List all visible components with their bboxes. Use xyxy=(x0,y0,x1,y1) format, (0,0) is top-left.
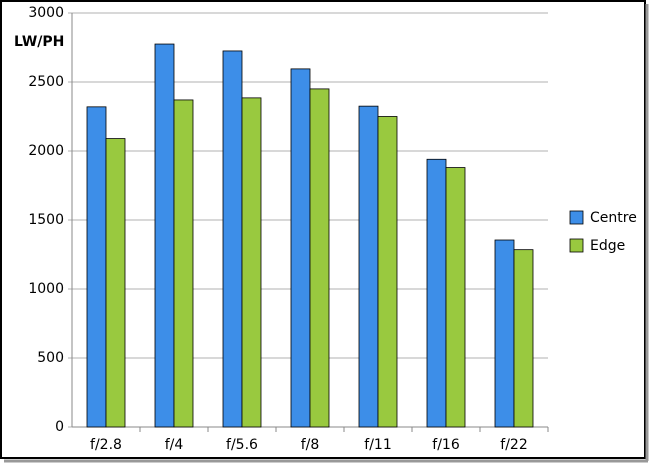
bar xyxy=(222,50,243,428)
y-tick-label: 500 xyxy=(37,350,64,366)
bar xyxy=(173,99,194,428)
y-tick-label: 2000 xyxy=(28,143,64,159)
y-tick-label: 1500 xyxy=(28,212,64,228)
legend-label: Edge xyxy=(590,238,625,254)
y-tick-label: 3000 xyxy=(28,5,64,21)
y-axis-label: LW/PH xyxy=(14,34,64,50)
bar xyxy=(513,249,534,428)
y-tick-label: 2500 xyxy=(28,74,64,90)
bar xyxy=(105,138,126,428)
x-tick-label: f/22 xyxy=(500,437,527,453)
x-tick-label: f/4 xyxy=(165,437,184,453)
bar xyxy=(426,158,447,428)
y-tick-label: 1000 xyxy=(28,281,64,297)
bar xyxy=(86,106,107,428)
bar xyxy=(241,97,262,428)
y-tick-label: 0 xyxy=(55,419,64,435)
x-tick-label: f/8 xyxy=(301,437,320,453)
bar xyxy=(445,167,466,428)
legend-swatch xyxy=(569,210,584,225)
x-tick-label: f/5.6 xyxy=(226,437,258,453)
legend-swatch xyxy=(569,238,584,253)
legend-label: Centre xyxy=(590,210,637,226)
bar xyxy=(377,116,398,428)
x-tick-label: f/11 xyxy=(364,437,391,453)
bar xyxy=(358,105,379,428)
bar xyxy=(290,68,311,428)
x-tick-label: f/16 xyxy=(432,437,460,453)
bar xyxy=(494,239,515,428)
bar xyxy=(154,43,175,428)
x-tick-label: f/2.8 xyxy=(90,437,122,453)
bar xyxy=(309,88,330,428)
